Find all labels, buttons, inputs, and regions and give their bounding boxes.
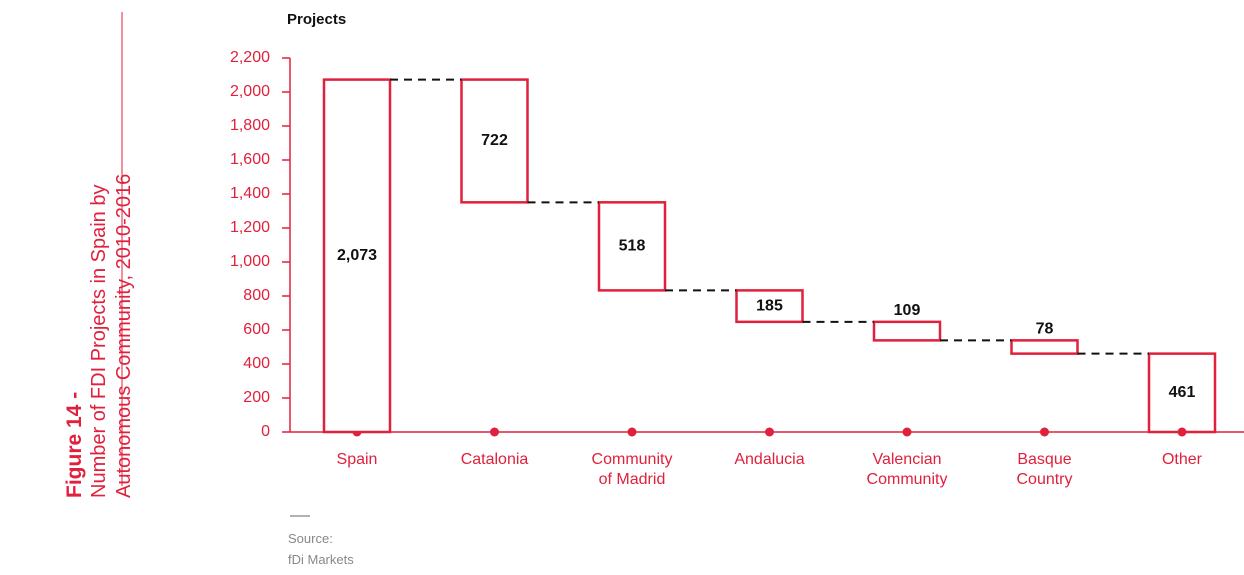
x-tick-label: Basque Country	[1016, 451, 1073, 488]
x-tick-label: Andalucia	[734, 451, 805, 468]
source-block: Source: fDi Markets	[288, 528, 354, 570]
x-tick-label: Spain	[336, 451, 378, 468]
y-tick-label: 1,000	[230, 253, 270, 270]
y-tick-label: 800	[243, 287, 270, 304]
y-tick-label: 1,200	[230, 219, 270, 236]
value-label: 518	[619, 238, 646, 255]
title-line: Number of FDI Projects in Spain by	[88, 184, 110, 498]
y-tick-label: 600	[243, 321, 270, 338]
value-label: 461	[1169, 384, 1196, 401]
y-tick-label: 200	[243, 389, 270, 406]
axis-dot	[902, 427, 912, 437]
x-tick-label: Valencian Community	[866, 451, 948, 488]
bar	[322, 78, 392, 434]
source-label: Source:	[288, 531, 333, 546]
bar	[872, 320, 942, 342]
figure-label: Figure 14 -	[63, 391, 86, 498]
axis-dot	[765, 427, 774, 437]
y-tick-label: 2,000	[230, 83, 270, 100]
axis-dot	[490, 427, 499, 437]
y-tick-label: 0	[261, 423, 270, 440]
bar	[1147, 352, 1217, 434]
y-tick-label: 2,200	[230, 49, 270, 66]
y-axis-label: Projects	[287, 11, 346, 28]
bar	[460, 78, 529, 204]
x-tick-label: Other	[1161, 451, 1202, 468]
value-label: 109	[894, 302, 921, 319]
value-label: 78	[1036, 321, 1054, 338]
y-tick-label: 400	[243, 355, 270, 372]
value-label: 185	[756, 297, 783, 314]
side-title: Figure 14 - Number of FDI Projects in Sp…	[62, 28, 137, 498]
value-label: 2,073	[337, 247, 377, 264]
y-tick-label: 1,400	[230, 185, 270, 202]
axis-dot	[627, 427, 637, 437]
bar	[735, 289, 804, 324]
title-line: Autonomous Community, 2010-2016	[113, 173, 135, 498]
bar	[1010, 339, 1079, 355]
y-tick-label: 1,800	[230, 117, 270, 134]
x-tick-label: Community of Madrid	[591, 451, 673, 488]
axis-dot	[1040, 427, 1049, 437]
x-tick-label: Catalonia	[460, 451, 529, 468]
value-label: 722	[481, 132, 508, 149]
source: fDi Markets	[288, 552, 354, 567]
bar	[597, 201, 667, 292]
y-tick-label: 1,600	[230, 151, 270, 168]
